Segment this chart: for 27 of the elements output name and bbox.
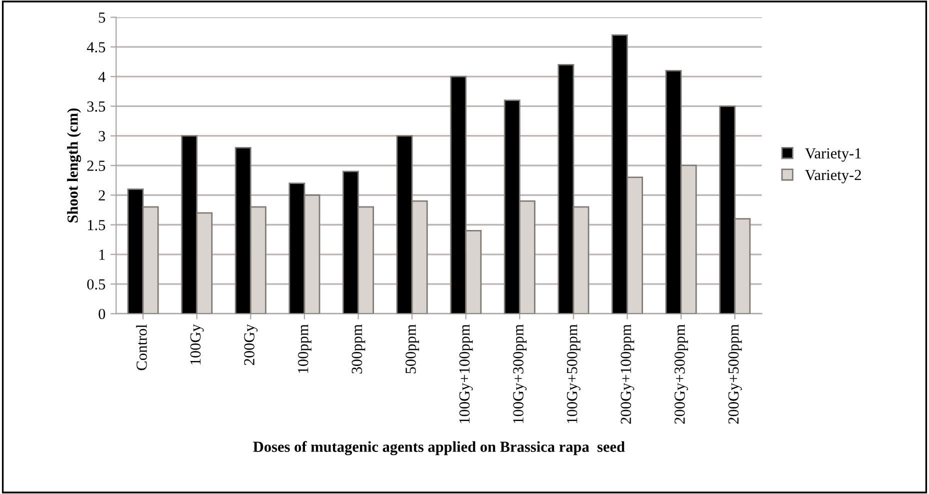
y-tick-label: 1.5 xyxy=(88,220,106,230)
x-tick-label: 100Gy+500ppm xyxy=(566,324,580,424)
x-tick-label: 500ppm xyxy=(406,324,419,374)
x-tick-label: 200Gy+100ppm xyxy=(620,324,634,424)
x-tick-label: 200Gy+500ppm xyxy=(728,324,742,424)
y-tick-label: 0 xyxy=(98,308,106,320)
y-tick-label: 2.5 xyxy=(87,160,106,172)
x-tick-label: 300ppm xyxy=(352,324,366,374)
x-tick-label: 100ppm xyxy=(298,324,312,373)
x-tick-label: 100Gy xyxy=(190,324,204,364)
legend-label: Variety-1 xyxy=(805,148,861,162)
x-tick-label: 100Gy+300ppm xyxy=(513,324,527,424)
y-tick-label: 4.5 xyxy=(86,42,106,52)
x-axis-title: Doses of mutagenic agents applied on Brassica rapa seed xyxy=(253,441,625,456)
y-tick-label: 1 xyxy=(99,250,105,260)
y-tick-label: 0.5 xyxy=(87,279,106,290)
y-axis-title: Shoot length (cm) xyxy=(67,108,82,222)
x-tick-label: 100Gy+100ppm xyxy=(459,324,473,424)
y-tick-label: 2 xyxy=(98,190,105,200)
x-tick-label: Control xyxy=(136,324,147,370)
y-tick-label: 3 xyxy=(98,131,106,142)
x-tick-label: 200Gy+300ppm xyxy=(674,324,688,424)
x-tick-label: 200Gy xyxy=(244,324,258,366)
legend-label: Variety-2 xyxy=(805,170,861,184)
y-tick-label: 3.5 xyxy=(87,101,106,112)
y-tick-label: 5 xyxy=(98,12,106,23)
y-tick-label: 4 xyxy=(98,72,106,82)
